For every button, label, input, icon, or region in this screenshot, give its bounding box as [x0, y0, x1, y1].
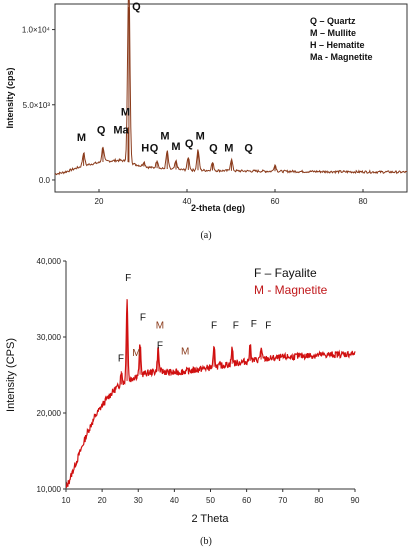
chart-a-y-ticks: 0.0 5.0×10³ 1.0×10⁴: [22, 26, 55, 185]
chart-b-y-tick-label: 20,000: [37, 409, 62, 418]
chart-b-x-ticks: 10 20 30 40 50 60 70 80 90: [62, 489, 360, 505]
chart-a-peak-label: M: [171, 141, 180, 153]
chart-a-legend-item-mullite: M – Mullite: [310, 28, 356, 38]
chart-a-peak-label: M: [224, 142, 233, 154]
chart-b-peak-label: M: [181, 346, 189, 357]
chart-b-x-tick-label: 10: [62, 496, 71, 505]
chart-a-peak-label: Q: [150, 142, 159, 154]
chart-b-peak-label: F: [140, 312, 146, 323]
chart-a-y-tick-label: 5.0×10³: [23, 101, 51, 110]
chart-b-x-tick-label: 40: [170, 496, 179, 505]
chart-b-peak-label: F: [233, 321, 239, 332]
chart-a-peak-label: M: [196, 130, 205, 142]
chart-b-peak-label: F: [265, 321, 271, 332]
chart-b-peak-label: F: [251, 319, 257, 330]
chart-a-legend-item-magnetite: Ma - Magnetite: [310, 52, 373, 62]
chart-b-legend-item-fayalite: F – Fayalite: [254, 266, 317, 280]
chart-a-peak-label: Ma: [113, 124, 129, 136]
chart-b-legend-item-magnetite: M - Magnetite: [254, 283, 328, 297]
chart-a-peak-label: M: [77, 132, 86, 144]
chart-a-legend: Q – Quartz M – Mullite H – Hematite Ma -…: [310, 16, 373, 62]
chart-a-peak-label: Q: [132, 1, 141, 13]
chart-b-x-tick-label: 20: [98, 496, 107, 505]
chart-a-x-ticks: 20 40 60 80: [95, 189, 368, 206]
chart-a-y-tick-label: 0.0: [39, 176, 51, 185]
chart-a-peak-label: M: [121, 106, 130, 118]
chart-a-x-tick-label: 60: [271, 197, 280, 206]
chart-b-y-tick-label: 10,000: [37, 485, 62, 494]
chart-b-y-ticks: 10,000 20,000 30,000 40,000: [37, 257, 66, 494]
chart-b: 10 20 30 40 50 60 70 80 90 10,000 20,000 30,000 40,…: [5, 257, 360, 547]
chart-b-x-tick-label: 60: [242, 496, 251, 505]
chart-b-x-tick-label: 30: [134, 496, 143, 505]
chart-b-peak-label: M: [156, 321, 164, 332]
chart-b-peak-label: F: [125, 273, 131, 284]
chart-b-peak-label: M: [132, 348, 140, 359]
chart-a-x-tick-label: 80: [359, 197, 368, 206]
chart-b-x-tick-label: 80: [314, 496, 323, 505]
chart-b-y-axis-label: Intensity (CPS): [5, 338, 17, 412]
chart-a-peak-label: Q: [209, 142, 218, 154]
chart-a-x-axis-label: 2-theta (deg): [191, 203, 245, 213]
chart-b-x-axis-label: 2 Theta: [191, 513, 229, 525]
chart-b-y-tick-label: 40,000: [37, 257, 62, 266]
chart-b-peak-label: F: [211, 321, 217, 332]
chart-a-peaks: [83, 7, 276, 172]
chart-b-y-tick-label: 30,000: [37, 333, 62, 342]
chart-b-caption: (b): [200, 536, 212, 547]
chart-a-peak-label: M: [160, 130, 169, 142]
chart-b-peak-label: F: [157, 340, 163, 351]
chart-a-peak-label: Q: [97, 124, 106, 136]
chart-a-legend-item-hematite: H – Hematite: [310, 40, 365, 50]
chart-b-legend: F – Fayalite M - Magnetite: [254, 266, 328, 297]
chart-a-legend-item-quartz: Q – Quartz: [310, 16, 356, 26]
chart-b-peak-label: F: [118, 353, 124, 364]
chart-a-peak-label: Q: [185, 138, 194, 150]
chart-a-plot-frame: [54, 3, 408, 193]
chart-b-series-line: [65, 299, 356, 488]
chart-b-x-tick-label: 90: [351, 496, 360, 505]
chart-b-x-tick-label: 70: [278, 496, 287, 505]
chart-a-x-tick-label: 20: [95, 197, 104, 206]
chart-a-y-axis-label: Intensity (cps): [5, 67, 15, 128]
chart-b-peaks: [120, 299, 262, 385]
chart-a-y-tick-label: 1.0×10⁴: [22, 26, 51, 35]
chart-a-peak-label: Q: [244, 142, 253, 154]
chart-a-x-tick-label: 40: [183, 197, 192, 206]
chart-b-x-tick-label: 50: [206, 496, 215, 505]
chart-a-peak-label: H: [141, 142, 149, 154]
chart-a-caption: (a): [200, 230, 211, 241]
